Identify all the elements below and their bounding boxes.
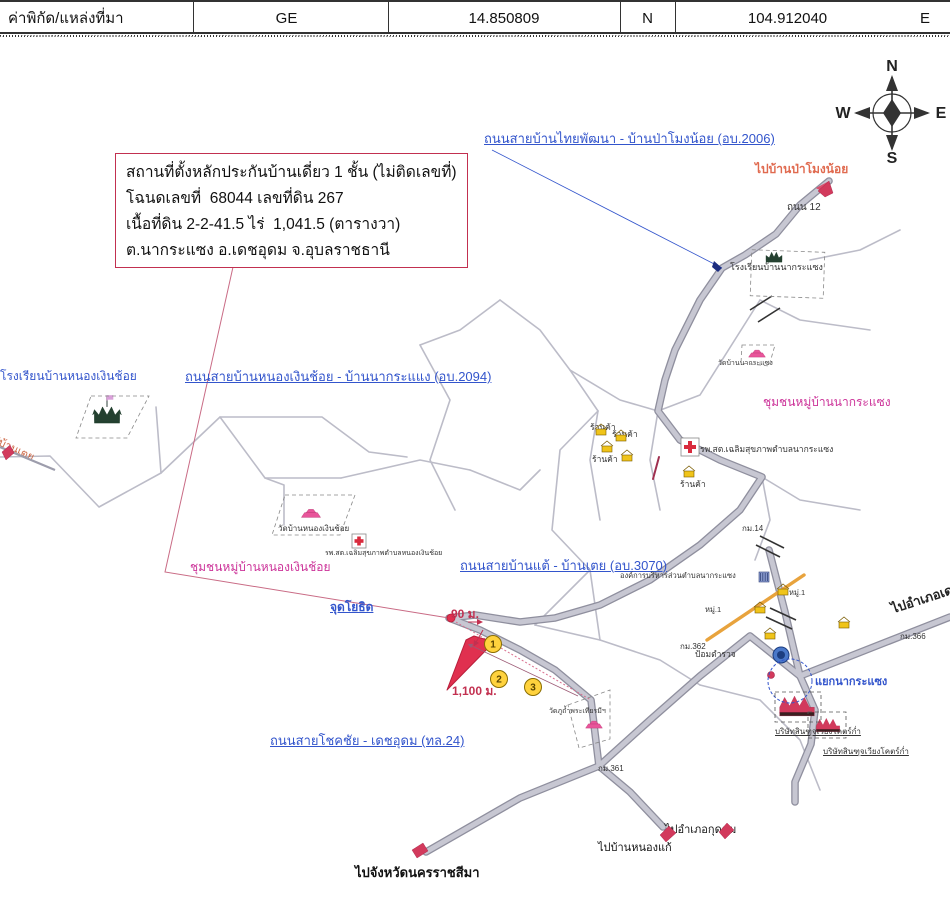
svg-text:W: W bbox=[835, 105, 851, 122]
svg-text:N: N bbox=[886, 58, 898, 75]
svg-text:S: S bbox=[887, 150, 898, 165]
svg-text:E: E bbox=[936, 105, 947, 122]
